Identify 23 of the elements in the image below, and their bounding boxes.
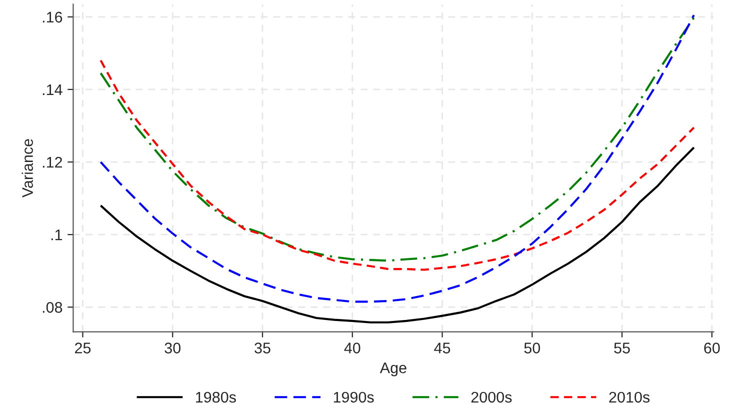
x-tick-label: 40: [344, 342, 360, 354]
line-series: [100, 146, 695, 324]
x-tick-label: 60: [704, 342, 720, 354]
line-series: [100, 16, 695, 262]
line-series: [100, 59, 695, 271]
y-axis-title: Variance: [22, 139, 33, 198]
legend-label: 1990s: [334, 392, 374, 403]
y-tick-label: .1: [51, 230, 62, 240]
line-series: [100, 14, 695, 303]
legend-label: 2010s: [609, 392, 650, 403]
y-tick-label: .16: [42, 12, 62, 23]
x-axis-title: Age: [380, 362, 406, 376]
legend-label: 2000s: [471, 392, 512, 403]
x-tick-label: 25: [75, 342, 91, 354]
x-tick-label: 35: [254, 342, 270, 354]
y-tick-label: .08: [42, 302, 62, 313]
x-tick-label: 50: [524, 342, 540, 354]
y-tick-label: .14: [42, 84, 62, 95]
x-tick-label: 30: [164, 342, 181, 354]
x-tick-label: 55: [614, 342, 630, 354]
y-tick-label: .12: [42, 156, 62, 168]
x-tick-label: 45: [434, 342, 450, 354]
legend-label: 1980s: [196, 392, 236, 403]
